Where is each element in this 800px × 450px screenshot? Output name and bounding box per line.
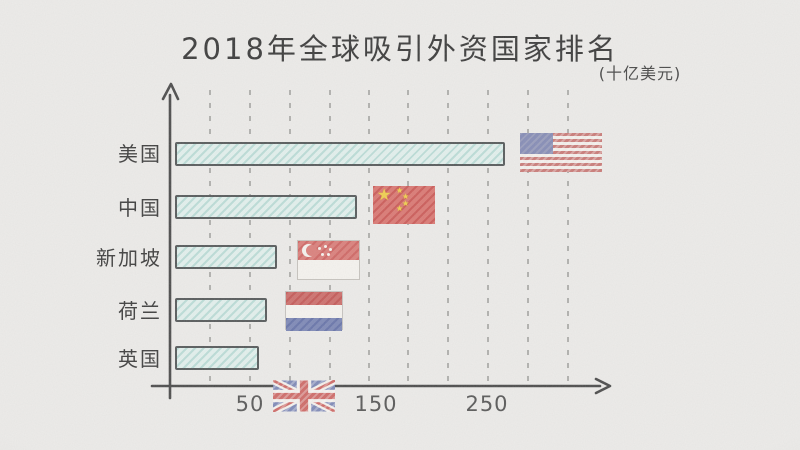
china-flag-small-star: ★ (396, 204, 404, 213)
usa-flag-canton (520, 133, 553, 154)
singapore-flag-icon (297, 240, 360, 280)
netherlands-flag-icon (285, 291, 343, 331)
category-label-singapore: 新加坡 (96, 246, 162, 270)
x-tick-250: 250 (465, 392, 509, 416)
uk-flag-graphic (271, 377, 337, 415)
bar-netherlands (175, 298, 267, 322)
netherlands-flag-red-band (286, 292, 342, 305)
china-flag-icon: ★ ★ ★ ★ ★ (373, 186, 435, 224)
netherlands-flag-blue-band (286, 318, 342, 331)
china-flag-big-star: ★ (377, 185, 392, 204)
bar-china (175, 195, 357, 219)
category-label-uk: 英国 (118, 347, 162, 371)
uk-flag-icon (271, 377, 337, 415)
bar-usa (175, 142, 505, 166)
singapore-flag-crescent (302, 244, 317, 257)
category-label-usa: 美国 (118, 142, 162, 166)
unit-label: (十亿美元) (598, 64, 682, 83)
category-label-china: 中国 (118, 196, 162, 220)
netherlands-flag-white-band (286, 305, 342, 318)
singapore-flag-red-half (298, 241, 359, 260)
category-label-netherlands: 荷兰 (118, 299, 162, 323)
usa-flag-icon (520, 133, 602, 172)
bar-singapore (175, 245, 277, 269)
singapore-flag-stars (318, 247, 321, 250)
x-tick-150: 150 (354, 392, 398, 416)
bar-uk (175, 346, 259, 370)
